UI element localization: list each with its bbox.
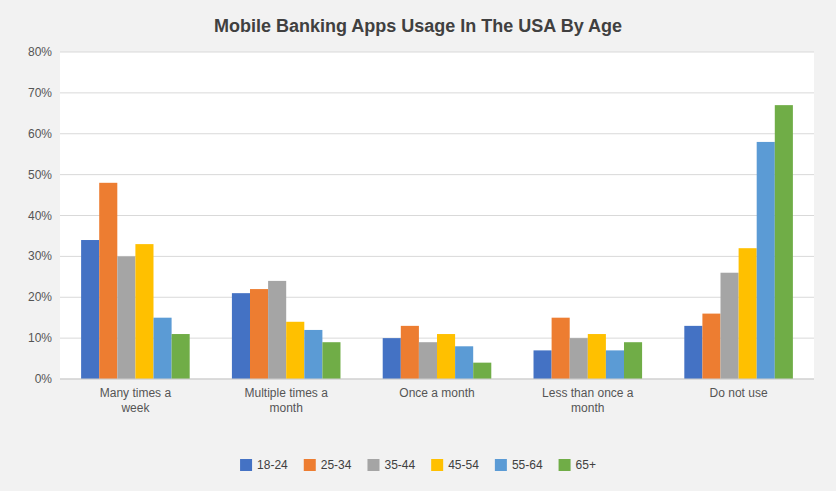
x-tick-label: Multiple times amonth bbox=[245, 386, 329, 415]
legend-label: 18-24 bbox=[257, 458, 288, 472]
bar bbox=[739, 248, 757, 379]
bar bbox=[268, 281, 286, 379]
bar bbox=[250, 289, 268, 379]
bar bbox=[437, 334, 455, 379]
plot-background bbox=[60, 52, 814, 379]
bar bbox=[99, 183, 117, 379]
y-tick-label: 40% bbox=[28, 209, 52, 223]
x-tick-label: Once a month bbox=[399, 386, 474, 400]
grid bbox=[60, 52, 814, 379]
legend-swatch bbox=[367, 459, 379, 471]
y-tick-label: 60% bbox=[28, 127, 52, 141]
bar bbox=[455, 346, 473, 379]
bar bbox=[534, 350, 552, 379]
bar bbox=[153, 318, 171, 379]
grid-line bbox=[60, 92, 814, 93]
bar bbox=[702, 314, 720, 379]
x-tick-label-line: week bbox=[120, 401, 150, 415]
bar bbox=[757, 142, 775, 379]
x-tick-label-line: Multiple times a bbox=[245, 386, 329, 400]
title: Mobile Banking Apps Usage In The USA By … bbox=[214, 16, 622, 36]
x-tick-label-line: month bbox=[270, 401, 303, 415]
grid-line bbox=[60, 297, 814, 298]
bar bbox=[401, 326, 419, 379]
legend-swatch bbox=[304, 459, 316, 471]
y-tick-label: 50% bbox=[28, 168, 52, 182]
grid-line bbox=[60, 174, 814, 175]
y-tick-label: 30% bbox=[28, 249, 52, 263]
bar bbox=[286, 322, 304, 379]
series bbox=[153, 142, 774, 379]
x-tick-label-line: Once a month bbox=[399, 386, 474, 400]
legend-item: 45-54 bbox=[431, 458, 479, 472]
bar bbox=[81, 240, 99, 379]
x-axis: Many times aweekMultiple times amonthOnc… bbox=[100, 386, 768, 415]
y-axis: 0% 10% 20% 30% 40% 50% 60% 70% 80% bbox=[28, 45, 52, 386]
legend-swatch bbox=[240, 459, 252, 471]
bars bbox=[81, 105, 793, 379]
y-tick-label: 20% bbox=[28, 290, 52, 304]
bar bbox=[304, 330, 322, 379]
grid-line bbox=[60, 215, 814, 216]
legend-item: 65+ bbox=[559, 458, 596, 472]
grid-line bbox=[60, 52, 814, 53]
x-tick-label-line: Many times a bbox=[100, 386, 172, 400]
x-tick-label: Many times aweek bbox=[100, 386, 172, 415]
legend-item: 25-34 bbox=[304, 458, 352, 472]
x-tick-label-line: Do not use bbox=[710, 386, 768, 400]
y-tick-label: 80% bbox=[28, 45, 52, 59]
series bbox=[135, 244, 756, 379]
series bbox=[172, 105, 793, 379]
bar bbox=[473, 363, 491, 379]
bar bbox=[172, 334, 190, 379]
series bbox=[81, 240, 702, 379]
bar bbox=[419, 342, 437, 379]
bar bbox=[117, 256, 135, 379]
bar bbox=[775, 105, 793, 379]
x-tick-label: Do not use bbox=[710, 386, 768, 400]
legend-item: 55-64 bbox=[495, 458, 543, 472]
x-tick-label-line: Less than once a bbox=[542, 386, 634, 400]
y-tick-label: 70% bbox=[28, 86, 52, 100]
legend-swatch bbox=[495, 459, 507, 471]
legend-swatch bbox=[431, 459, 443, 471]
bar bbox=[721, 273, 739, 379]
bar bbox=[606, 350, 624, 379]
grid-line bbox=[60, 379, 814, 380]
bar bbox=[322, 342, 340, 379]
legend-label: 25-34 bbox=[321, 458, 352, 472]
series bbox=[99, 183, 720, 379]
bar bbox=[588, 334, 606, 379]
y-tick-label: 10% bbox=[28, 331, 52, 345]
x-tick-label-line: month bbox=[571, 401, 604, 415]
bar bbox=[624, 342, 642, 379]
bar bbox=[552, 318, 570, 379]
background bbox=[0, 0, 836, 491]
series bbox=[117, 256, 738, 379]
y-tick-label: 0% bbox=[35, 372, 53, 386]
grid-line bbox=[60, 256, 814, 257]
legend-label: 55-64 bbox=[512, 458, 543, 472]
bar bbox=[684, 326, 702, 379]
x-tick-label: Less than once amonth bbox=[542, 386, 634, 415]
bar bbox=[383, 338, 401, 379]
legend-label: 45-54 bbox=[448, 458, 479, 472]
legend-item: 35-44 bbox=[367, 458, 415, 472]
legend-label: 65+ bbox=[576, 458, 596, 472]
grid-line bbox=[60, 133, 814, 134]
bar bbox=[135, 244, 153, 379]
legend-item: 18-24 bbox=[240, 458, 288, 472]
bar bbox=[570, 338, 588, 379]
bar bbox=[232, 293, 250, 379]
chart: Mobile Banking Apps Usage In The USA By … bbox=[0, 0, 836, 491]
legend-swatch bbox=[559, 459, 571, 471]
x-axis-line bbox=[60, 379, 814, 380]
legend-label: 35-44 bbox=[384, 458, 415, 472]
legend: 18-24 25-34 35-44 45-54 55-64 65+ bbox=[240, 458, 596, 472]
